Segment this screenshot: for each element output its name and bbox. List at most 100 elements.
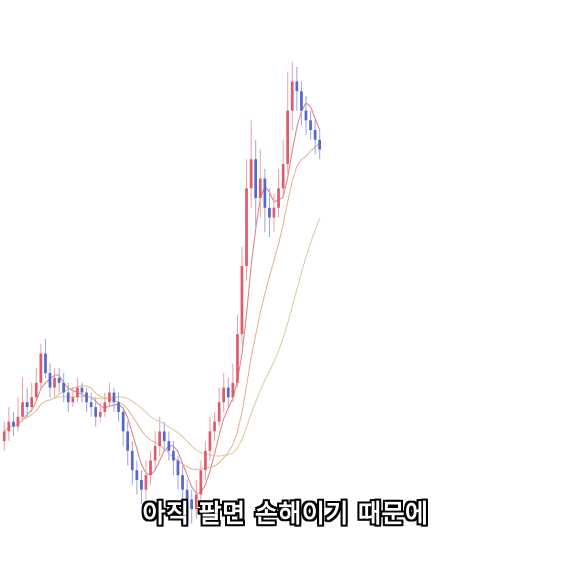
candle — [167, 431, 171, 461]
candle — [254, 139, 257, 228]
candle-body — [268, 207, 271, 218]
candle — [44, 339, 47, 378]
candle — [204, 441, 207, 480]
candle-body — [263, 178, 267, 208]
candle-body — [44, 353, 47, 373]
candle-body — [190, 499, 193, 510]
candle-body — [89, 402, 93, 408]
candle-body — [300, 91, 303, 111]
candle-body — [158, 431, 161, 446]
candle — [277, 168, 280, 218]
candle-body — [286, 110, 289, 165]
candle-body — [290, 81, 294, 111]
candle-body — [94, 407, 97, 417]
candle — [217, 387, 221, 427]
candle — [153, 431, 157, 471]
candle — [300, 81, 303, 126]
candle — [194, 479, 198, 519]
candle — [135, 460, 139, 495]
candle — [48, 363, 52, 398]
candle-body — [222, 387, 225, 403]
candle-body — [62, 382, 65, 393]
candle-body — [112, 392, 116, 403]
candle-body — [313, 130, 317, 140]
candle — [112, 387, 116, 412]
candle — [240, 246, 244, 344]
candle — [126, 421, 129, 466]
candle-body — [85, 392, 88, 403]
candle-body — [30, 397, 33, 407]
candle-body — [34, 382, 38, 398]
candle-body — [176, 460, 180, 476]
candle — [249, 120, 253, 208]
candle — [62, 373, 65, 403]
candle — [245, 159, 248, 281]
candle — [158, 416, 161, 456]
candle-body — [249, 159, 253, 189]
ma-fast-line — [3, 102, 321, 495]
candle-body — [66, 392, 70, 403]
candle — [258, 149, 262, 218]
candle — [89, 392, 93, 417]
candle — [226, 377, 230, 408]
candle-body — [48, 373, 52, 388]
candle — [71, 387, 75, 408]
candle — [172, 441, 175, 476]
candle-body — [144, 475, 148, 490]
candle — [313, 120, 317, 155]
candle — [231, 363, 235, 403]
candle — [108, 382, 111, 408]
candle-body — [16, 416, 20, 427]
candlestick-layer — [2, 62, 321, 524]
candle — [162, 421, 166, 451]
candle — [30, 382, 33, 412]
candle — [304, 96, 308, 135]
candle — [76, 377, 79, 403]
candle-body — [240, 266, 244, 335]
candle-body — [121, 411, 125, 432]
candle — [130, 441, 134, 485]
candle — [98, 402, 102, 422]
candle-body — [185, 489, 189, 500]
candle-body — [135, 470, 139, 480]
candle-body — [208, 431, 212, 451]
candle-body — [272, 207, 276, 218]
candle — [286, 71, 289, 174]
candle-body — [167, 441, 171, 451]
candle-body — [318, 139, 321, 150]
candle — [7, 407, 11, 442]
candle-body — [281, 164, 285, 189]
candle — [53, 368, 56, 398]
candle-body — [245, 188, 248, 267]
candle-body — [117, 402, 120, 412]
candle-body — [71, 397, 75, 403]
candle-body — [162, 431, 166, 442]
candle-body — [217, 402, 221, 422]
candle — [21, 377, 24, 422]
candle — [318, 130, 321, 160]
candle-body — [204, 450, 207, 471]
candle-body — [57, 377, 61, 383]
candle-body — [309, 120, 312, 130]
candle — [57, 368, 61, 393]
candle — [236, 314, 239, 388]
candle — [199, 460, 203, 505]
candle-body — [254, 159, 257, 199]
candle-body — [199, 470, 203, 495]
candle — [144, 460, 148, 500]
video-subtitle: 아직 팔면 손해이기 때문에 — [142, 499, 429, 528]
candle-body — [53, 377, 56, 388]
candle-body — [295, 81, 299, 92]
candle — [2, 421, 6, 451]
candle — [34, 368, 38, 403]
candle — [290, 62, 294, 131]
moving-average-layer — [3, 102, 321, 495]
candle — [181, 465, 184, 505]
candle — [185, 479, 189, 514]
candle — [66, 382, 70, 412]
candle — [117, 392, 120, 422]
candle — [121, 407, 125, 446]
candle-body — [231, 382, 235, 398]
candle-body — [103, 402, 107, 412]
